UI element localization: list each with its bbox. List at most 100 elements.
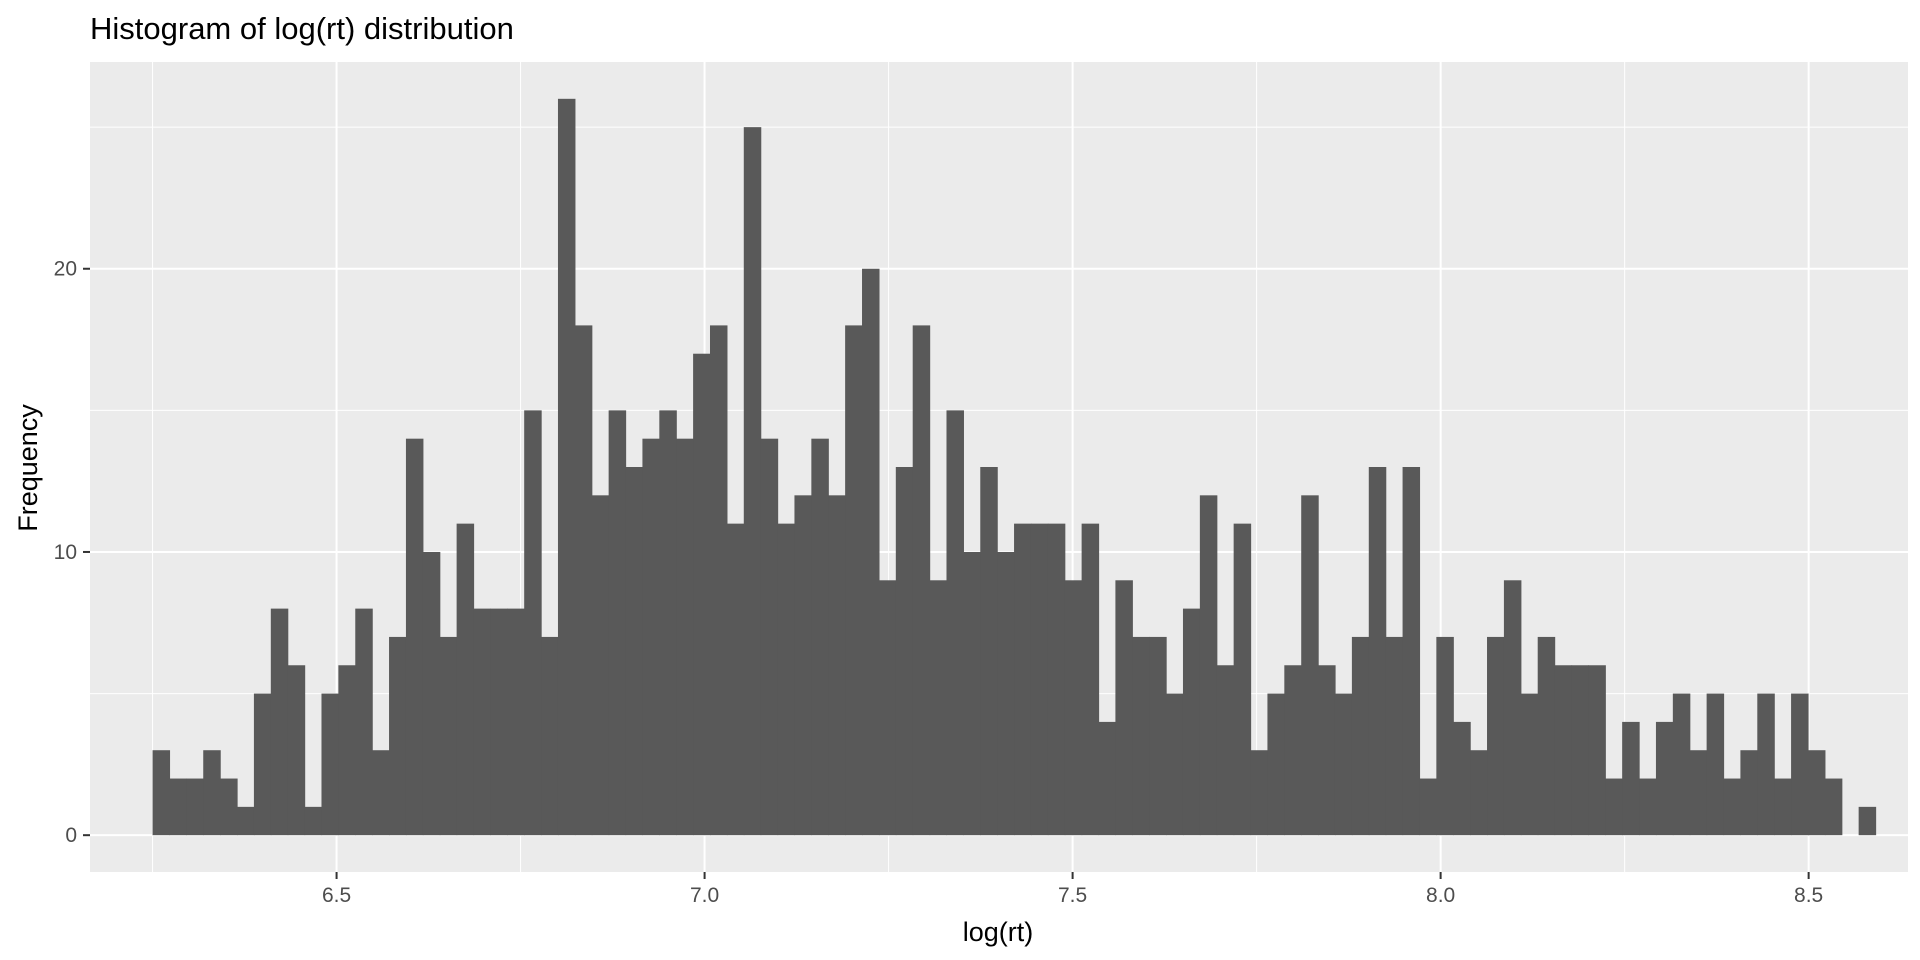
histogram-bar — [1588, 665, 1606, 836]
histogram-bar — [693, 353, 711, 836]
histogram-bar — [1149, 636, 1167, 836]
histogram-bar — [1233, 523, 1252, 836]
histogram-bar — [1655, 721, 1674, 836]
histogram-bar — [980, 467, 998, 836]
histogram-bar — [642, 438, 660, 836]
histogram-bar — [1250, 750, 1269, 836]
histogram-bar — [946, 410, 964, 836]
x-axis-title: log(rt) — [963, 917, 1034, 947]
histogram-bar — [828, 495, 846, 836]
histogram-bar — [1199, 495, 1218, 836]
histogram-bar — [760, 438, 779, 836]
histogram-bar — [152, 750, 171, 836]
histogram-bar — [1301, 495, 1319, 836]
histogram-bar — [1047, 523, 1066, 836]
histogram-bar — [1858, 806, 1877, 836]
histogram-bar — [456, 523, 475, 836]
histogram-bars — [152, 98, 1877, 836]
histogram-bar — [1554, 665, 1573, 836]
histogram-bar — [1470, 750, 1488, 836]
y-tick-label: 20 — [54, 258, 77, 281]
x-tick-label: 7.5 — [1058, 884, 1087, 907]
histogram-bar — [1081, 523, 1100, 836]
histogram-bar — [659, 410, 677, 836]
histogram-bar — [1639, 778, 1657, 836]
histogram-bar — [1453, 721, 1471, 836]
histogram-bar — [1098, 721, 1117, 836]
histogram-bar — [1385, 636, 1404, 836]
histogram-bar — [405, 438, 424, 836]
histogram-bar — [541, 636, 559, 836]
histogram-bar — [389, 636, 407, 836]
histogram-bar — [338, 665, 356, 836]
histogram-bar — [422, 551, 441, 836]
histogram-bar — [1166, 693, 1184, 836]
histogram-bar — [473, 608, 492, 836]
histogram-bar — [1132, 636, 1150, 836]
histogram-bar — [1030, 523, 1049, 836]
histogram-bar — [1723, 778, 1742, 836]
histogram-bar — [1757, 693, 1775, 836]
histogram-bar — [929, 580, 948, 836]
histogram-bar — [912, 325, 931, 836]
histogram-bar — [676, 438, 694, 836]
histogram-bar — [169, 778, 187, 836]
histogram-bar — [1537, 636, 1556, 836]
histogram-bar — [1740, 750, 1758, 836]
histogram-bar — [608, 410, 627, 836]
histogram-bar — [574, 325, 593, 836]
histogram-bar — [794, 495, 812, 836]
histogram-bar — [1571, 665, 1589, 836]
histogram-bar — [811, 438, 829, 836]
histogram-bar — [253, 693, 272, 836]
histogram-bar — [1419, 778, 1437, 836]
histogram-bar — [1368, 467, 1387, 836]
histogram-bar — [1115, 580, 1133, 836]
histogram-bar — [1267, 693, 1285, 836]
histogram-bar — [507, 608, 525, 836]
histogram-bar — [963, 551, 981, 836]
histogram-bar — [878, 580, 897, 836]
histogram-bar — [625, 467, 644, 836]
histogram-bar — [186, 778, 204, 836]
histogram-bar — [1014, 523, 1032, 836]
y-tick-label: 0 — [65, 824, 77, 847]
histogram-bar — [895, 467, 914, 836]
histogram-bar — [1774, 778, 1792, 836]
histogram-bar — [237, 806, 255, 836]
histogram-bar — [1622, 721, 1640, 836]
y-tick-label: 10 — [54, 541, 77, 564]
histogram-bar — [270, 608, 289, 836]
histogram-bar — [1402, 467, 1421, 836]
histogram-bar — [1436, 636, 1454, 836]
histogram-bar — [1334, 693, 1353, 836]
histogram-bar — [777, 523, 796, 836]
histogram-bar — [1689, 750, 1708, 836]
histogram-bar — [439, 636, 458, 836]
histogram-bar — [1706, 693, 1725, 836]
histogram-bar — [220, 778, 238, 836]
histogram-bar — [355, 608, 373, 836]
histogram-bar — [1520, 693, 1539, 836]
histogram-bar — [709, 325, 728, 836]
histogram-bar — [1318, 665, 1336, 836]
histogram-bar — [1605, 778, 1623, 836]
histogram-bar — [1487, 636, 1505, 836]
x-tick-label: 8.0 — [1426, 884, 1455, 907]
histogram-bar — [1824, 778, 1843, 836]
histogram-bar — [743, 127, 762, 836]
histogram-bar — [287, 665, 306, 836]
histogram-bar — [1351, 636, 1370, 836]
histogram-bar — [1216, 665, 1235, 836]
histogram-bar — [1284, 665, 1302, 836]
histogram-bar — [203, 750, 221, 836]
histogram-bar — [524, 410, 542, 836]
histogram-bar — [490, 608, 508, 836]
chart-title: Histogram of log(rt) distribution — [90, 11, 514, 46]
histogram-bar — [1064, 580, 1083, 836]
histogram-bar — [1791, 693, 1809, 836]
x-tick-label: 6.5 — [322, 884, 351, 907]
histogram-bar — [1182, 608, 1201, 836]
